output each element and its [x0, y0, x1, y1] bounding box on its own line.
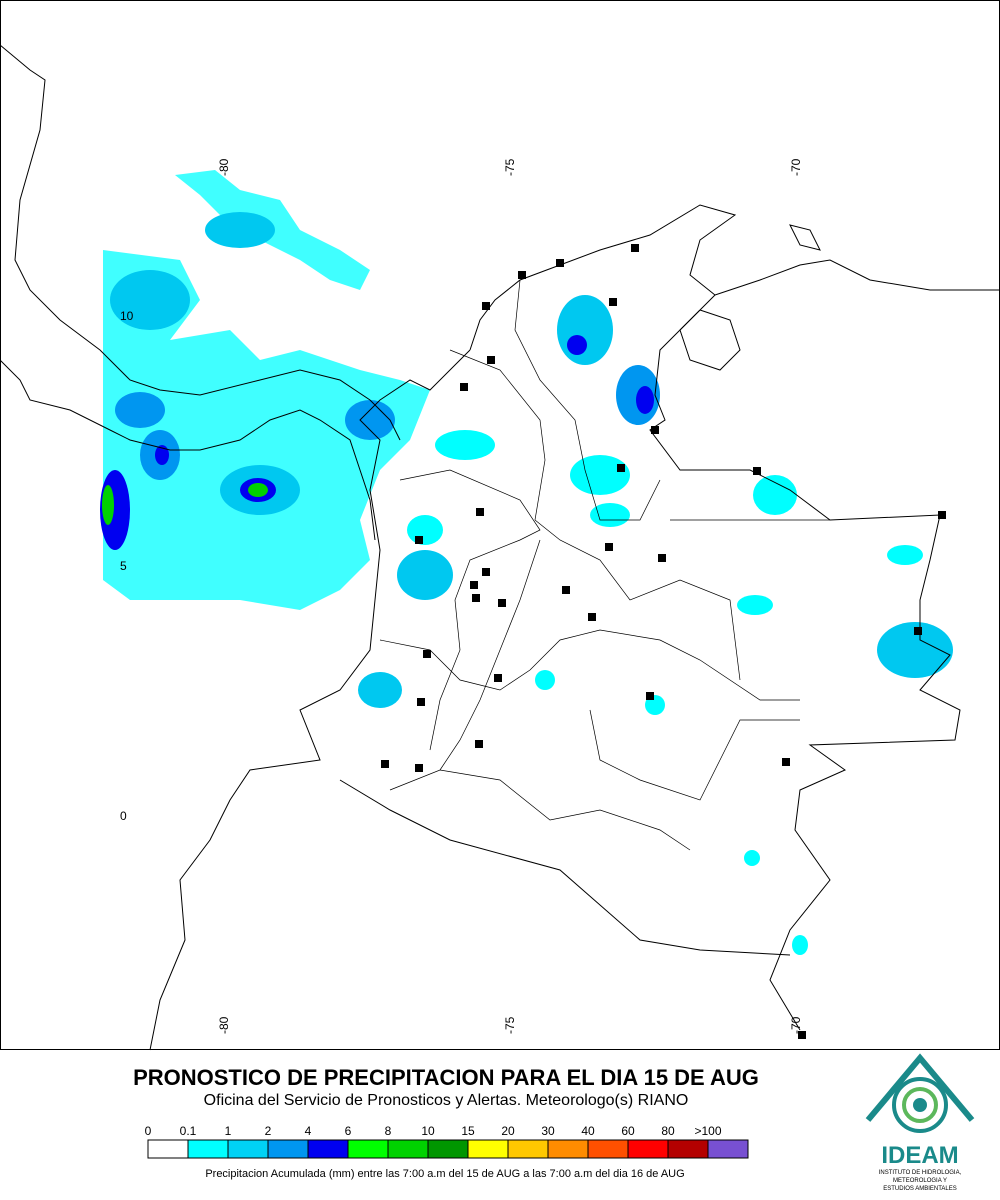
- city-marker: [753, 467, 761, 475]
- legend-label: 60: [621, 1124, 635, 1138]
- legend-swatch: [427, 1139, 469, 1159]
- city-marker: [556, 259, 564, 267]
- city-marker: [914, 627, 922, 635]
- lon-label: -80: [217, 158, 231, 176]
- city-marker: [381, 760, 389, 768]
- city-marker: [460, 383, 468, 391]
- legend-swatch: [507, 1139, 549, 1159]
- city-marker: [498, 599, 506, 607]
- legend-label: 2: [265, 1124, 272, 1138]
- logo: IDEAM INSTITUTO DE HIDROLOGIA, METEOROLO…: [865, 1053, 975, 1192]
- city-marker: [938, 511, 946, 519]
- lon-label: -70: [789, 158, 803, 176]
- city-marker: [605, 543, 613, 551]
- legend-label: 80: [661, 1124, 675, 1138]
- legend-swatch: [387, 1139, 429, 1159]
- city-marker: [470, 581, 478, 589]
- legend-label: 4: [305, 1124, 312, 1138]
- legend-label: 8: [385, 1124, 392, 1138]
- lon-labels-top: -80 -75 -70: [217, 158, 803, 176]
- legend-swatch: [147, 1139, 189, 1159]
- city-marker: [487, 356, 495, 364]
- city-marker: [562, 586, 570, 594]
- logo-line: ESTUDIOS AMBIENTALES: [883, 1186, 957, 1192]
- legend-label: 10: [421, 1124, 435, 1138]
- legend-swatch: [467, 1139, 509, 1159]
- legend-label: 15: [461, 1124, 475, 1138]
- logo-line: METEOROLOGIA Y: [893, 1178, 947, 1184]
- legend-swatch: [707, 1139, 749, 1159]
- logo-line: INSTITUTO DE HIDROLOGIA,: [879, 1170, 962, 1176]
- city-marker: [782, 758, 790, 766]
- city-marker: [658, 554, 666, 562]
- precipitation-field: [100, 170, 953, 955]
- city-marker: [476, 508, 484, 516]
- legend-swatch: [347, 1139, 389, 1159]
- city-marker: [798, 1031, 806, 1039]
- legend-label: 1: [225, 1124, 232, 1138]
- legend-swatch: [187, 1139, 229, 1159]
- city-marker: [631, 244, 639, 252]
- city-marker: [651, 426, 659, 434]
- lat-label: 10: [120, 309, 134, 323]
- legend-swatch: [627, 1139, 669, 1159]
- city-marker: [415, 536, 423, 544]
- lon-labels-bottom: -80 -75 -70: [217, 1016, 803, 1034]
- city-marker: [617, 464, 625, 472]
- legend-swatch: [267, 1139, 309, 1159]
- lat-label: 0: [120, 809, 127, 823]
- city-marker: [609, 298, 617, 306]
- legend-swatch: [307, 1139, 349, 1159]
- city-marker: [472, 594, 480, 602]
- city-markers: [381, 244, 946, 1039]
- city-marker: [417, 698, 425, 706]
- subtitle: Oficina del Servicio de Pronosticos y Al…: [204, 1092, 689, 1109]
- lon-label: -80: [217, 1016, 231, 1034]
- legend-label: 30: [541, 1124, 555, 1138]
- legend-label: >100: [694, 1124, 721, 1138]
- logo-name: IDEAM: [881, 1142, 958, 1169]
- city-marker: [588, 613, 596, 621]
- title: PRONOSTICO DE PRECIPITACION PARA EL DIA …: [133, 1065, 759, 1090]
- department-borders: [379, 279, 830, 851]
- city-marker: [494, 674, 502, 682]
- city-marker: [518, 271, 526, 279]
- coastlines: [0, 44, 1000, 1051]
- legend: 0 0.1 1 2 4 6 8 10 15 20 30 40 60 80 >100: [145, 1124, 749, 1159]
- legend-swatch: [227, 1139, 269, 1159]
- legend-swatch: [587, 1139, 629, 1159]
- legend-caption: Precipitacion Acumulada (mm) entre las 7…: [205, 1168, 684, 1180]
- city-marker: [423, 650, 431, 658]
- city-marker: [646, 692, 654, 700]
- lon-label: -75: [503, 158, 517, 176]
- lat-label: 5: [120, 559, 127, 573]
- country-borders: [339, 309, 961, 1031]
- city-marker: [415, 764, 423, 772]
- legend-swatch: [547, 1139, 589, 1159]
- legend-label: 6: [345, 1124, 352, 1138]
- legend-swatch: [667, 1139, 709, 1159]
- lat-labels: 10 5 0: [120, 309, 134, 823]
- legend-label: 40: [581, 1124, 595, 1138]
- city-marker: [482, 568, 490, 576]
- legend-label: 0: [145, 1124, 152, 1138]
- lon-label: -70: [789, 1016, 803, 1034]
- city-marker: [482, 302, 490, 310]
- lon-label: -75: [503, 1016, 517, 1034]
- legend-label: 20: [501, 1124, 515, 1138]
- legend-label: 0.1: [180, 1124, 197, 1138]
- city-marker: [475, 740, 483, 748]
